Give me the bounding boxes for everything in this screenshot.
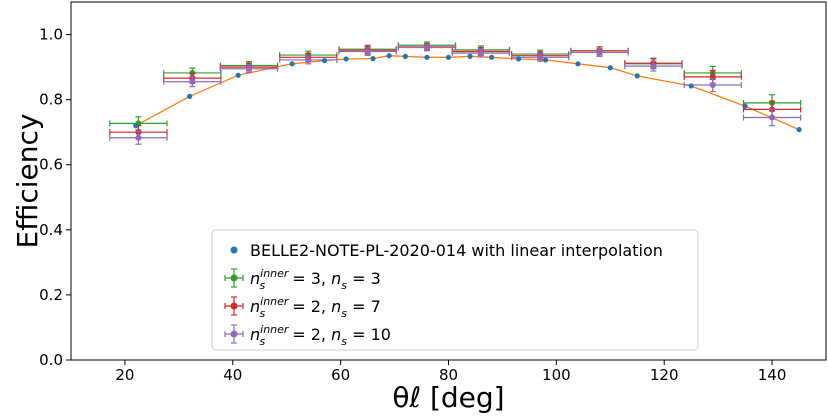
reference-point: [542, 57, 549, 63]
legend: BELLE2-NOTE-PL-2020-014 with linear inte…: [211, 229, 699, 351]
data-point: [769, 114, 776, 121]
data-point: [423, 44, 430, 51]
data-point: [709, 81, 716, 88]
series-layer: [109, 41, 802, 145]
reference-point: [467, 53, 473, 59]
reference-point: [133, 123, 139, 129]
data-point: [189, 78, 196, 85]
data-point: [650, 63, 657, 70]
data-point: [364, 48, 371, 55]
legend-marker-series-1: [230, 274, 238, 282]
reference-point: [634, 73, 640, 79]
legend-marker-reference: [230, 246, 238, 254]
data-point: [135, 134, 142, 141]
x-axis-label: θℓ [deg]: [392, 381, 504, 414]
reference-point: [321, 57, 328, 64]
reference-point: [370, 56, 376, 62]
y-tick-label: 0.8: [39, 91, 63, 109]
reference-point: [235, 72, 241, 78]
data-point: [596, 49, 603, 56]
axis-ticks: 20 40 60 80 100 120 140 0.0 0.2 0.4 0.6 0.8 1.0: [39, 26, 786, 384]
y-tick-label: 0.2: [39, 286, 63, 304]
y-tick-label: 0.4: [39, 221, 63, 239]
reference-point: [402, 53, 408, 59]
legend-label-reference: BELLE2-NOTE-PL-2020-014 with linear inte…: [250, 241, 663, 260]
reference-point: [688, 83, 694, 89]
data-point: [537, 54, 544, 61]
reference-point: [424, 54, 430, 60]
x-tick-label: 100: [542, 366, 571, 384]
data-point: [305, 56, 312, 63]
series-3: [109, 43, 802, 145]
legend-label-series-1: ninner s = 3, ns = 3: [250, 267, 381, 292]
legend-box: [211, 229, 699, 351]
legend-label-series-2: ninner s = 2, ns = 7: [250, 295, 381, 320]
legend-label-series-3: ninner s = 2, ns = 10: [250, 323, 391, 348]
data-point: [477, 50, 484, 57]
reference-point: [796, 126, 802, 133]
reference-point: [289, 61, 295, 67]
x-tick-label: 120: [650, 366, 679, 384]
reference-point: [516, 56, 522, 62]
reference-point: [343, 56, 349, 62]
reference-points: [133, 53, 802, 133]
x-tick-label: 40: [223, 366, 242, 384]
reference-point: [607, 65, 613, 71]
series-2: [109, 43, 802, 140]
y-tick-label: 1.0: [39, 26, 63, 44]
legend-marker-series-2: [230, 302, 238, 310]
reference-point: [445, 54, 452, 60]
x-tick-label: 60: [331, 366, 350, 384]
legend-marker-series-3: [230, 330, 238, 338]
reference-point: [386, 53, 392, 59]
y-axis-label: Efficiency: [11, 114, 44, 249]
reference-point: [742, 103, 748, 109]
x-tick-label: 140: [758, 366, 787, 384]
y-tick-label: 0.0: [39, 351, 63, 369]
data-point: [245, 65, 252, 72]
reference-point: [187, 93, 193, 99]
reference-point: [489, 54, 495, 60]
reference-point: [575, 61, 581, 67]
y-tick-label: 0.6: [39, 156, 63, 174]
x-tick-label: 80: [439, 366, 458, 384]
x-tick-label: 20: [115, 366, 134, 384]
